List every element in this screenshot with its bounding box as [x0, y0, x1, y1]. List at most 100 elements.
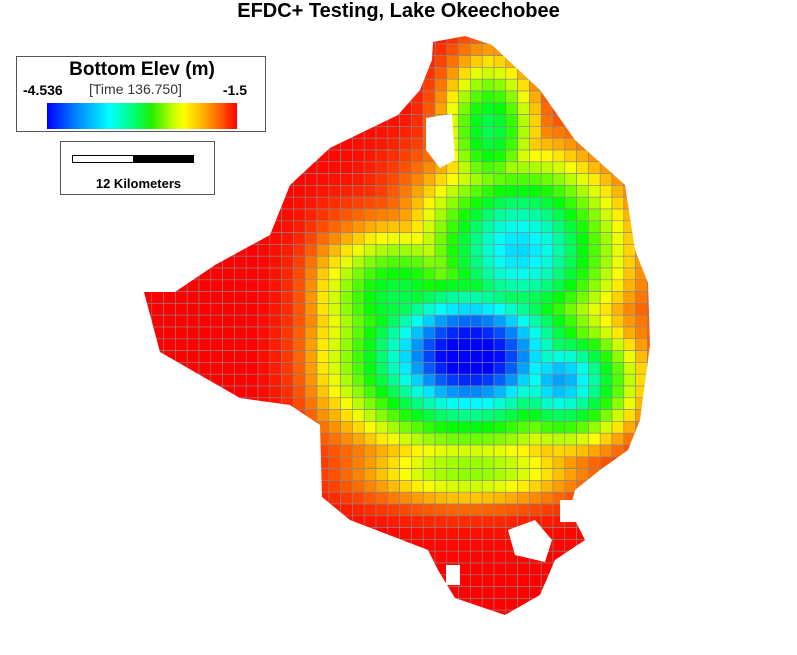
grid-cell	[434, 43, 448, 56]
grid-cell	[411, 409, 424, 422]
grid-cell	[647, 362, 650, 375]
grid-cell	[505, 126, 518, 139]
grid-cell	[163, 338, 176, 351]
grid-cell	[564, 149, 577, 163]
grid-cell	[647, 480, 650, 493]
grid-cell	[316, 350, 330, 363]
grid-cell	[458, 161, 471, 174]
grid-cell	[540, 609, 554, 615]
grid-cell	[552, 78, 566, 92]
grid-cell	[422, 43, 436, 56]
grid-cell	[151, 409, 164, 422]
grid-cell	[316, 43, 330, 56]
grid-cell	[517, 55, 530, 68]
grid-cell	[623, 149, 636, 163]
grid-cell	[564, 67, 577, 80]
grid-cell	[552, 326, 566, 340]
grid-cell	[340, 161, 353, 174]
island-north	[426, 114, 455, 168]
grid-cell	[635, 609, 648, 615]
grid-cell	[588, 196, 601, 210]
grid-cell	[340, 409, 353, 422]
grid-cell	[470, 562, 483, 576]
grid-cell	[328, 149, 341, 163]
grid-cell	[363, 78, 377, 92]
grid-cell	[234, 468, 247, 481]
grid-cell	[186, 350, 200, 363]
grid-cell	[375, 480, 389, 493]
grid-cell	[540, 362, 554, 375]
grid-cell	[540, 456, 554, 469]
grid-cell	[293, 432, 306, 446]
grid-cell	[635, 208, 648, 222]
grid-cell	[411, 43, 424, 56]
grid-cell	[576, 78, 589, 92]
grid-cell	[493, 397, 507, 410]
grid-cell	[281, 185, 294, 198]
legend-time-label: [Time 136.750]	[89, 81, 182, 97]
grid-cell	[434, 303, 448, 316]
grid-cell	[635, 314, 648, 328]
grid-cell	[340, 303, 353, 316]
grid-cell	[611, 114, 625, 127]
grid-cell	[517, 303, 530, 316]
grid-cell	[144, 586, 153, 599]
grid-cell	[540, 350, 554, 363]
grid-cell	[552, 539, 566, 552]
grid-cell	[458, 67, 471, 80]
grid-cell	[458, 444, 471, 458]
grid-cell	[611, 173, 625, 186]
grid-cell	[257, 255, 271, 269]
grid-cell	[293, 36, 306, 45]
grid-cell	[540, 161, 554, 174]
grid-cell	[399, 303, 412, 316]
grid-cell	[328, 432, 341, 446]
grid-cell	[328, 126, 341, 139]
grid-cell	[144, 527, 153, 540]
grid-cell	[210, 326, 223, 340]
grid-cell	[375, 267, 389, 281]
grid-cell	[234, 208, 247, 222]
grid-cell	[517, 480, 530, 493]
grid-cell	[611, 161, 625, 174]
grid-cell	[481, 326, 495, 340]
grid-cell	[540, 220, 554, 233]
grid-cell	[375, 232, 389, 245]
grid-cell	[576, 326, 589, 340]
grid-cell	[517, 149, 530, 163]
grid-cell	[281, 409, 294, 422]
grid-cell	[151, 338, 164, 351]
grid-cell	[269, 185, 282, 198]
grid-cell	[328, 373, 341, 387]
grid-cell	[363, 480, 377, 493]
grid-cell	[175, 609, 188, 615]
grid-cell	[234, 326, 247, 340]
grid-cell	[234, 173, 247, 186]
grid-cell	[340, 314, 353, 328]
grid-cell	[198, 574, 212, 587]
grid-cell	[399, 67, 412, 80]
grid-cell	[175, 468, 188, 481]
grid-cell	[151, 385, 164, 399]
grid-cell	[493, 43, 507, 56]
grid-cell	[316, 303, 330, 316]
grid-cell	[198, 279, 212, 292]
grid-cell	[611, 609, 625, 615]
grid-cell	[257, 267, 271, 281]
grid-cell	[470, 279, 483, 292]
grid-cell	[316, 444, 330, 458]
grid-cell	[623, 220, 636, 233]
grid-cell	[517, 338, 530, 351]
grid-cell	[186, 373, 200, 387]
grid-cell	[222, 36, 235, 45]
grid-cell	[422, 350, 436, 363]
grid-cell	[470, 586, 483, 599]
grid-cell	[505, 409, 518, 422]
grid-cell	[493, 362, 507, 375]
grid-cell	[293, 208, 306, 222]
grid-cell	[316, 232, 330, 245]
grid-cell	[540, 326, 554, 340]
grid-cell	[540, 598, 554, 611]
grid-cell	[210, 550, 223, 564]
grid-cell	[635, 397, 648, 410]
